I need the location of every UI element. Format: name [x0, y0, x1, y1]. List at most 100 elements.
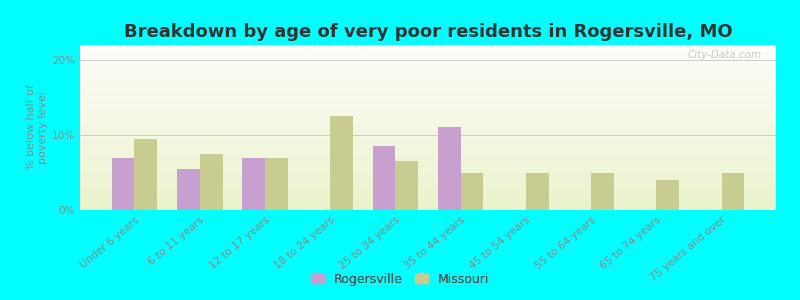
Bar: [80, 187, 776, 188]
Bar: [80, 93, 776, 94]
Bar: [80, 94, 776, 96]
Bar: [80, 101, 776, 103]
Bar: [80, 70, 776, 71]
Bar: [80, 46, 776, 48]
Bar: [80, 118, 776, 119]
Bar: [591, 172, 614, 210]
Bar: [134, 139, 158, 210]
Bar: [80, 132, 776, 134]
Bar: [80, 157, 776, 159]
Bar: [80, 122, 776, 124]
Bar: [80, 205, 776, 207]
Bar: [80, 129, 776, 131]
Bar: [656, 180, 679, 210]
Bar: [80, 197, 776, 199]
Bar: [265, 158, 288, 210]
Text: City-Data.com: City-Data.com: [688, 50, 762, 60]
Bar: [112, 158, 134, 210]
Bar: [80, 146, 776, 147]
Bar: [395, 161, 418, 210]
Bar: [80, 114, 776, 116]
Bar: [80, 89, 776, 91]
Bar: [80, 190, 776, 192]
Bar: [80, 48, 776, 50]
Bar: [80, 141, 776, 142]
Bar: [80, 83, 776, 85]
Bar: [177, 169, 200, 210]
Bar: [80, 99, 776, 101]
Bar: [330, 116, 353, 210]
Bar: [80, 52, 776, 53]
Bar: [80, 202, 776, 203]
Bar: [80, 184, 776, 185]
Bar: [80, 55, 776, 56]
Bar: [80, 147, 776, 149]
Bar: [80, 170, 776, 172]
Bar: [80, 137, 776, 139]
Bar: [80, 121, 776, 122]
Bar: [80, 109, 776, 111]
Legend: Rogersville, Missouri: Rogersville, Missouri: [306, 268, 494, 291]
Bar: [80, 128, 776, 129]
Bar: [80, 167, 776, 169]
Bar: [80, 172, 776, 174]
Bar: [80, 96, 776, 98]
Bar: [80, 73, 776, 75]
Bar: [80, 126, 776, 128]
Bar: [80, 119, 776, 121]
Bar: [80, 98, 776, 99]
Bar: [80, 192, 776, 194]
Bar: [80, 162, 776, 164]
Bar: [80, 111, 776, 112]
Bar: [80, 194, 776, 195]
Y-axis label: % below half of
poverty level: % below half of poverty level: [26, 85, 48, 170]
Bar: [80, 188, 776, 190]
Bar: [80, 195, 776, 197]
Bar: [80, 91, 776, 93]
Bar: [80, 124, 776, 126]
Bar: [80, 76, 776, 78]
Bar: [80, 75, 776, 76]
Bar: [80, 131, 776, 132]
Bar: [80, 160, 776, 162]
Bar: [80, 66, 776, 68]
Bar: [80, 180, 776, 182]
Bar: [80, 108, 776, 109]
Bar: [80, 159, 776, 160]
Bar: [526, 172, 549, 210]
Bar: [80, 208, 776, 210]
Bar: [80, 68, 776, 70]
Bar: [80, 53, 776, 55]
Bar: [80, 104, 776, 106]
Bar: [80, 61, 776, 63]
Bar: [722, 172, 744, 210]
Legend: Rogersville, Missouri: Rogersville, Missouri: [306, 268, 494, 291]
Bar: [80, 136, 776, 137]
Bar: [80, 85, 776, 86]
Bar: [80, 199, 776, 200]
Bar: [80, 45, 776, 46]
Bar: [80, 56, 776, 58]
Bar: [80, 106, 776, 108]
Bar: [80, 65, 776, 66]
Bar: [80, 185, 776, 187]
Bar: [80, 81, 776, 83]
Bar: [80, 177, 776, 178]
Bar: [80, 164, 776, 165]
Bar: [80, 154, 776, 155]
Bar: [80, 155, 776, 157]
Bar: [80, 71, 776, 73]
Bar: [80, 182, 776, 184]
Bar: [80, 178, 776, 180]
Bar: [80, 139, 776, 141]
Bar: [242, 158, 265, 210]
Bar: [80, 88, 776, 89]
Bar: [373, 146, 395, 210]
Bar: [80, 86, 776, 88]
Bar: [80, 60, 776, 61]
Bar: [80, 80, 776, 81]
Bar: [80, 152, 776, 154]
Bar: [80, 78, 776, 80]
Bar: [80, 116, 776, 118]
Bar: [438, 128, 461, 210]
